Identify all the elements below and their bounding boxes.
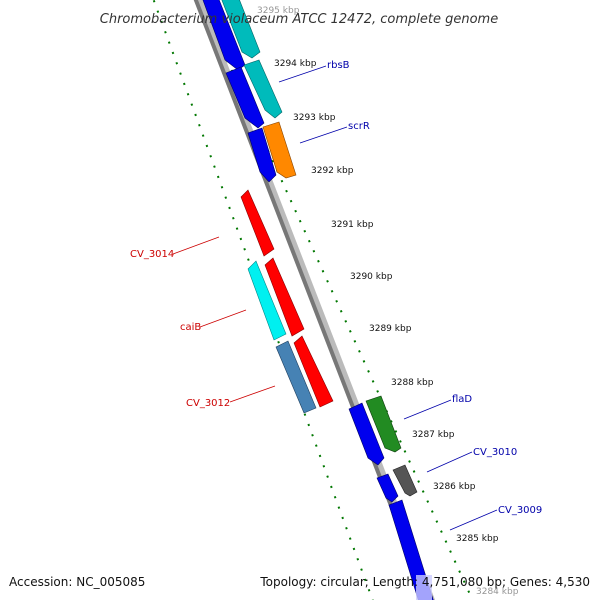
tick-label: 3284 kbp	[476, 587, 519, 597]
feature-red-2[interactable]	[264, 257, 305, 337]
gene-label-scrr[interactable]: scrR	[299, 121, 370, 144]
tick-label: 3291 kbp	[331, 220, 374, 230]
tick-label: 3294 kbp	[274, 59, 317, 69]
svg-text:rbsB: rbsB	[327, 60, 350, 71]
feature-caib-cyan[interactable]	[247, 260, 287, 341]
tick-label: 3290 kbp	[350, 272, 393, 282]
gene-label-caib[interactable]: caiB	[180, 309, 247, 333]
gene-label-flad[interactable]: flaD	[403, 394, 472, 420]
svg-text:CV_3009: CV_3009	[498, 505, 542, 516]
feature-cds-blue-2[interactable]	[225, 66, 265, 129]
feature-cv3010-gray[interactable]	[392, 464, 418, 497]
feature-bottom-lightblue[interactable]	[416, 575, 432, 600]
outer-tick-ring	[198, 0, 474, 600]
svg-text:caiB: caiB	[180, 322, 201, 333]
svg-text:flaD: flaD	[452, 394, 472, 405]
svg-text:CV_3014: CV_3014	[130, 249, 174, 260]
feature-cv3010-blue[interactable]	[376, 473, 399, 503]
gene-label-cv3009[interactable]: CV_3009	[449, 505, 542, 531]
svg-text:CV_3012: CV_3012	[186, 398, 230, 409]
gene-label-rbsb[interactable]: rbsB	[278, 60, 350, 83]
tick-label: 3293 kbp	[293, 113, 336, 123]
svg-text:CV_3010: CV_3010	[473, 447, 517, 458]
feature-scrr-orange[interactable]	[262, 121, 297, 179]
tick-label: 3289 kbp	[369, 324, 412, 334]
tick-label: 3295 kbp	[257, 6, 300, 16]
feature-flad-green[interactable]	[365, 395, 402, 453]
feature-red-3[interactable]	[293, 335, 334, 408]
tick-label: 3286 kbp	[433, 482, 476, 492]
map-title: Chromobacterium violaceum ATCC 12472, co…	[100, 12, 498, 27]
gene-label-cv3012[interactable]: CV_3012	[186, 385, 276, 409]
tick-label: 3287 kbp	[412, 430, 455, 440]
svg-text:scrR: scrR	[348, 121, 370, 132]
gene-label-cv3014[interactable]: CV_3014	[130, 236, 220, 260]
gene-label-cv3010[interactable]: CV_3010	[426, 447, 517, 473]
feature-flad-blue[interactable]	[348, 402, 385, 466]
tick-label: 3285 kbp	[456, 534, 499, 544]
tick-label: 3292 kbp	[311, 166, 354, 176]
genome-summary-text: Topology: circular; Length: 4,751,080 bp…	[259, 575, 590, 589]
tick-label: 3288 kbp	[391, 378, 434, 388]
accession-text: Accession: NC_005085	[9, 575, 145, 589]
feature-cv3012-steelblue[interactable]	[275, 340, 317, 414]
feature-rbsb-cyan-1[interactable]	[218, 0, 261, 59]
feature-cds-blue-3[interactable]	[247, 127, 277, 183]
feature-cv3014-red[interactable]	[240, 189, 275, 257]
feature-rbsb-cyan-2[interactable]	[243, 59, 283, 119]
tick-labels: 3295 kbp 3294 kbp 3293 kbp 3292 kbp 3291…	[257, 6, 519, 597]
